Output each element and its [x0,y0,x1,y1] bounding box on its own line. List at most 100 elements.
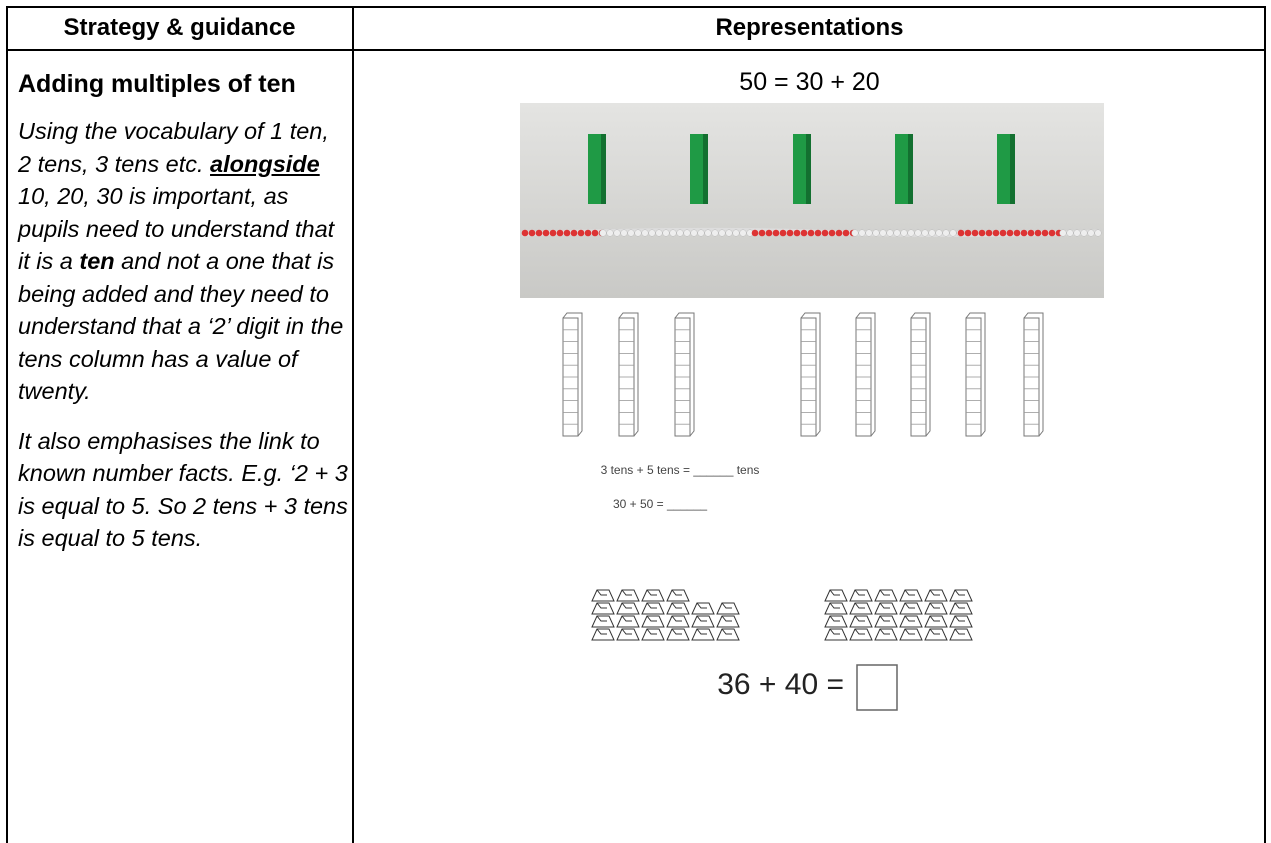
border [6,6,8,843]
emphasis: alongside [210,150,320,177]
rod-side [1010,134,1015,204]
bead [1013,229,1021,237]
bead [627,229,635,237]
bead [942,229,950,237]
bead [858,229,866,237]
bead [842,229,850,237]
bead [1041,229,1049,237]
cube [641,602,665,615]
tens-rod-top [910,312,931,437]
bead [758,229,766,237]
bead [949,229,957,237]
bead [570,229,578,237]
tens-rod-top [855,312,876,437]
worksheet-line: 30 + 50 = ______ [613,497,707,511]
bead [535,229,543,237]
bead [821,229,829,237]
bead [577,229,585,237]
cube [899,615,923,628]
bead [591,229,599,237]
bead [1066,229,1074,237]
cube [616,615,640,628]
equation: 50 = 30 + 20 [739,68,880,96]
question: 36 + 40 = [717,668,844,701]
cube [716,628,740,641]
bead [725,229,733,237]
bead [900,229,908,237]
text: It also emphasises the link to known num… [18,427,348,552]
tens-rod-top [674,312,695,437]
cube [924,615,948,628]
cube [666,589,690,602]
cube [716,615,740,628]
bead [828,229,836,237]
cube [666,615,690,628]
cube [716,602,740,615]
bead [732,229,740,237]
tens-rod-top [1023,312,1044,437]
bead [765,229,773,237]
bead [992,229,1000,237]
cube [691,615,715,628]
cube [899,628,923,641]
cube [849,602,873,615]
border [6,6,1266,8]
bead [655,229,663,237]
bead [1059,229,1067,237]
strategy: Adding multiples of ten Using the vocabu… [18,68,348,572]
bead [711,229,719,237]
cube [824,615,848,628]
cube [849,628,873,641]
bead [999,229,1007,237]
bead [563,229,571,237]
cube [641,615,665,628]
bead [662,229,670,237]
cube [641,589,665,602]
bead [1094,229,1102,237]
column-header: Representations [715,14,904,41]
cube [824,602,848,615]
bead [957,229,965,237]
bead [964,229,972,237]
rod-side [601,134,606,204]
bead [739,229,747,237]
bead [1020,229,1028,237]
text: Using the vocabulary of 1 ten, 2 tens, 3… [18,118,329,177]
bead [772,229,780,237]
cube [641,628,665,641]
cube [591,602,615,615]
bead [928,229,936,237]
cube [849,589,873,602]
bead [718,229,726,237]
cube [691,602,715,615]
text: and not a one that is being added and th… [18,248,344,404]
cube [924,628,948,641]
bead [1034,229,1042,237]
bead [879,229,887,237]
cube [899,589,923,602]
photo [520,103,1104,298]
tens-rod-top [800,312,821,437]
tens-rod-top [618,312,639,437]
cube [824,589,848,602]
bead [886,229,894,237]
bead [1048,229,1056,237]
rod-side [806,134,811,204]
worksheet-line: 3 tens + 5 tens = ______ tens [601,463,760,477]
cube [666,628,690,641]
column-header: Strategy & guidance [63,14,296,41]
strategy-title: Adding multiples of ten [18,70,296,98]
cube [616,628,640,641]
cube [874,602,898,615]
bead [613,229,621,237]
bead [835,229,843,237]
cube [924,589,948,602]
tens-rod-top [562,312,583,437]
cube [899,602,923,615]
cube [824,628,848,641]
bead [690,229,698,237]
bead [521,229,529,237]
cube [616,602,640,615]
bead [620,229,628,237]
